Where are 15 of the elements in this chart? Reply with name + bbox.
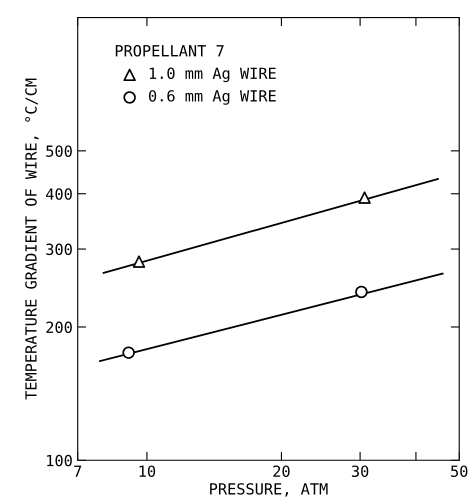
x-tick-label: 50: [451, 465, 468, 478]
y-tick-label: 500: [46, 145, 72, 157]
x-tick-label: 30: [352, 465, 368, 478]
x-tick-label: 7: [74, 466, 82, 477]
y-tick-label: 300: [46, 244, 72, 256]
x-axis-title: PRESSURE, ATM: [210, 483, 328, 497]
y-tick-label: 200: [46, 322, 72, 334]
y-tick-label: 100: [47, 454, 72, 466]
y-tick-label: 400: [46, 188, 72, 200]
legend-label: 1.0 mm Ag WIRE: [150, 67, 276, 82]
y-axis-title: TEMPERATURE GRADIENT OF WIRE, °C/CM: [25, 78, 39, 400]
legend-label: 0.6 mm Ag WIRE: [148, 90, 276, 105]
x-tick-label: 10: [140, 465, 156, 478]
x-tick-label: 20: [273, 465, 290, 478]
legend-title: PROPELLANT 7: [116, 44, 224, 57]
